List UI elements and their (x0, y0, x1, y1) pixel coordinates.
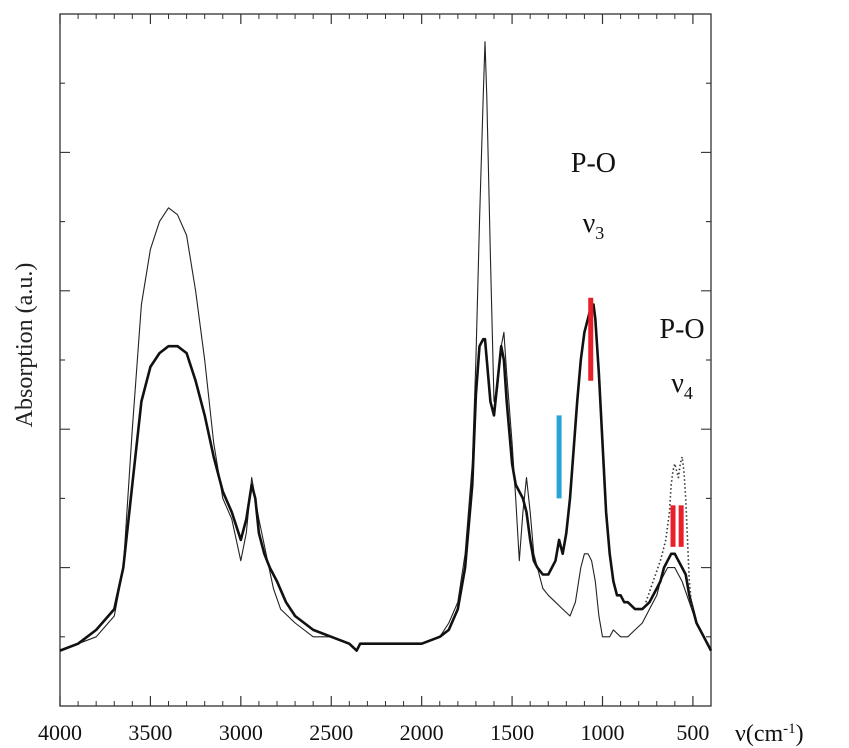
annotation-mode-sub: 3 (595, 223, 604, 243)
annotation-label: P-O (571, 148, 616, 179)
x-tick-label: 1000 (581, 720, 625, 745)
annotation-label: P-O (660, 314, 705, 345)
series-layer (59, 41, 713, 652)
plot-frame (59, 13, 712, 707)
annotation-mode-sub: 4 (684, 383, 693, 403)
y-axis-label: Absorption (a.u.) (12, 263, 38, 428)
x-tick-label: 3500 (128, 720, 172, 745)
annotation-mode-base: ν (671, 368, 684, 399)
x-axis-label: ν(cm-1) (735, 721, 804, 747)
x-axis-label-close: ) (796, 721, 804, 747)
x-tick-labels: 4000 3500 3000 2500 2000 1500 1000 500 (38, 720, 709, 745)
x-tick-label: 4000 (38, 720, 82, 745)
series-line-thin (59, 41, 712, 652)
series-line-dotted (645, 456, 693, 610)
x-tick-label: 3000 (219, 720, 263, 745)
x-tick-label: 2000 (400, 720, 444, 745)
x-tick-label: 500 (676, 720, 709, 745)
marker-layer (556, 297, 684, 547)
annotation-mode-base: ν (583, 208, 596, 239)
x-axis-label-sup: -1 (783, 721, 796, 737)
series-line-thick (59, 303, 713, 652)
tick-marks (59, 14, 712, 706)
annotation-mode: ν4 (671, 368, 693, 403)
x-tick-label: 2500 (309, 720, 353, 745)
x-tick-label: 1500 (490, 720, 534, 745)
annotation-mode: ν3 (583, 208, 605, 243)
x-axis-label-base: ν(cm (735, 721, 783, 747)
